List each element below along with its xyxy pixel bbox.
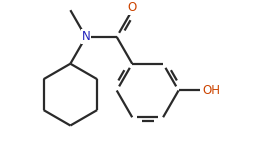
Text: N: N (81, 30, 90, 44)
Text: O: O (128, 1, 137, 14)
Text: OH: OH (203, 84, 221, 97)
